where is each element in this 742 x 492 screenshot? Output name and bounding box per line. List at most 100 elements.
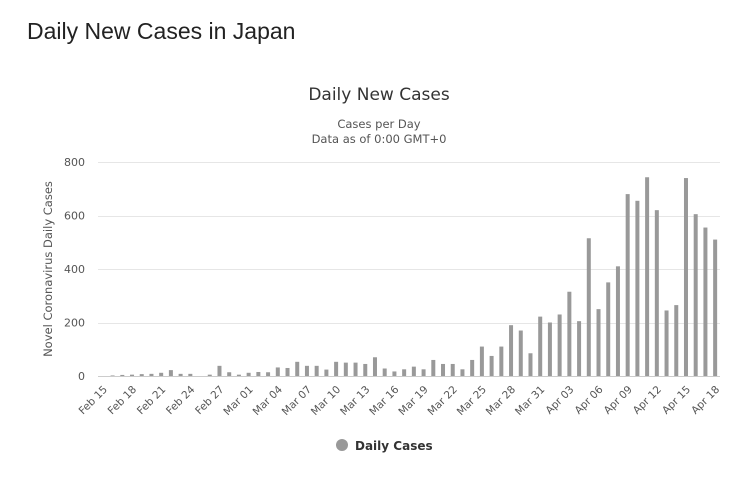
page-title: Daily New Cases in Japan xyxy=(27,18,296,44)
legend[interactable]: Daily Cases xyxy=(336,439,433,453)
bar-mar-25[interactable] xyxy=(479,346,484,376)
bar-feb-19[interactable] xyxy=(139,374,144,376)
bar-mar-23[interactable] xyxy=(460,369,465,376)
bar-apr-13[interactable] xyxy=(664,310,669,376)
bar-mar-28[interactable] xyxy=(509,325,514,376)
bar-apr-09[interactable] xyxy=(625,194,630,376)
bar-feb-26[interactable] xyxy=(207,374,212,376)
x-tick-label: Feb 15 xyxy=(77,384,110,417)
bar-mar-30[interactable] xyxy=(528,353,533,376)
bar-mar-22[interactable] xyxy=(450,363,455,376)
x-tick-label: Apr 15 xyxy=(660,384,693,417)
x-tick-label: Mar 10 xyxy=(309,384,343,418)
bar-apr-04[interactable] xyxy=(577,321,582,376)
chart-subtitle-line-1: Cases per Day xyxy=(337,117,420,131)
bar-apr-10[interactable] xyxy=(635,200,640,376)
bar-mar-26[interactable] xyxy=(489,355,494,376)
bar-apr-03[interactable] xyxy=(567,291,572,376)
x-tick-label: Feb 24 xyxy=(164,383,198,417)
bar-mar-31[interactable] xyxy=(538,316,543,376)
bar-mar-24[interactable] xyxy=(470,359,475,376)
y-tick-label: 200 xyxy=(64,317,85,330)
bar-feb-23[interactable] xyxy=(178,373,183,376)
chart-title: Daily New Cases xyxy=(308,85,450,105)
bar-apr-08[interactable] xyxy=(615,266,620,376)
bar-mar-01[interactable] xyxy=(246,372,251,376)
y-tick-label: 0 xyxy=(78,370,85,383)
bar-mar-08[interactable] xyxy=(314,365,319,376)
x-tick-label: Mar 22 xyxy=(426,384,460,418)
x-tick-label: Mar 16 xyxy=(367,383,402,418)
x-tick-label: Feb 21 xyxy=(135,384,168,417)
bar-mar-02[interactable] xyxy=(256,371,261,376)
bar-apr-15[interactable] xyxy=(683,178,688,376)
x-tick-label: Mar 28 xyxy=(484,384,518,418)
bar-feb-24[interactable] xyxy=(188,373,193,376)
x-tick-label: Feb 18 xyxy=(106,384,139,417)
y-tick-label: 800 xyxy=(64,156,85,169)
bar-mar-10[interactable] xyxy=(334,361,339,376)
x-tick-label: Mar 07 xyxy=(280,384,314,418)
legend-marker xyxy=(336,439,348,451)
bar-mar-18[interactable] xyxy=(411,366,416,376)
bar-feb-17[interactable] xyxy=(120,374,125,376)
bar-feb-28[interactable] xyxy=(227,372,232,376)
y-axis-label: Novel Coronavirus Daily Cases xyxy=(41,181,55,357)
bar-apr-12[interactable] xyxy=(654,210,659,376)
legend-label[interactable]: Daily Cases xyxy=(355,439,433,453)
chart-subtitle-line-2: Data as of 0:00 GMT+0 xyxy=(312,132,447,146)
bar-mar-06[interactable] xyxy=(295,361,300,376)
bar-mar-17[interactable] xyxy=(402,369,407,376)
bar-feb-18[interactable] xyxy=(130,374,135,376)
bar-mar-04[interactable] xyxy=(275,367,280,376)
bar-feb-20[interactable] xyxy=(149,373,154,376)
bars xyxy=(110,177,718,377)
bar-mar-03[interactable] xyxy=(266,372,271,376)
x-tick-label: Mar 19 xyxy=(396,384,430,418)
y-tick-label: 600 xyxy=(64,210,85,223)
bar-apr-17[interactable] xyxy=(703,227,708,376)
y-tick-label: 400 xyxy=(64,263,85,276)
bar-feb-16[interactable] xyxy=(110,375,115,376)
bar-feb-21[interactable] xyxy=(159,372,164,376)
x-tick-label: Apr 06 xyxy=(572,383,605,416)
bar-apr-11[interactable] xyxy=(645,177,650,376)
bar-mar-16[interactable] xyxy=(392,371,397,376)
bar-apr-07[interactable] xyxy=(606,282,611,377)
bar-apr-16[interactable] xyxy=(693,214,698,376)
bar-mar-09[interactable] xyxy=(324,369,329,376)
x-tick-label: Apr 12 xyxy=(631,384,664,417)
bar-apr-14[interactable] xyxy=(674,305,679,376)
bar-feb-29[interactable] xyxy=(236,374,241,376)
bar-mar-11[interactable] xyxy=(343,362,348,377)
x-tick-label: Apr 18 xyxy=(689,384,722,417)
bar-apr-02[interactable] xyxy=(557,314,562,376)
bar-mar-07[interactable] xyxy=(304,365,309,376)
x-tick-label: Apr 03 xyxy=(543,384,576,417)
bar-mar-29[interactable] xyxy=(518,330,523,376)
x-tick-label: Apr 09 xyxy=(602,384,635,417)
bar-feb-27[interactable] xyxy=(217,365,222,376)
x-tick-label: Mar 04 xyxy=(251,383,286,418)
bar-apr-06[interactable] xyxy=(596,309,601,377)
y-axis-ticks: 0 200 400 600 800 xyxy=(64,156,85,383)
bar-apr-01[interactable] xyxy=(547,322,552,377)
bar-mar-14[interactable] xyxy=(372,357,377,376)
x-tick-label: Mar 25 xyxy=(455,384,489,418)
bar-mar-15[interactable] xyxy=(382,368,387,376)
bar-feb-22[interactable] xyxy=(168,370,173,376)
bar-apr-05[interactable] xyxy=(586,238,591,376)
x-tick-label: Mar 31 xyxy=(513,384,547,418)
bar-mar-05[interactable] xyxy=(285,367,290,376)
bar-mar-12[interactable] xyxy=(353,362,358,377)
bar-mar-20[interactable] xyxy=(431,359,436,376)
x-tick-label: Feb 27 xyxy=(193,384,226,417)
bar-mar-21[interactable] xyxy=(441,363,446,376)
bar-apr-18[interactable] xyxy=(713,239,718,376)
bar-mar-27[interactable] xyxy=(499,346,504,376)
x-tick-label: Mar 01 xyxy=(221,384,255,418)
bar-mar-19[interactable] xyxy=(421,369,426,376)
bar-mar-13[interactable] xyxy=(363,363,368,376)
